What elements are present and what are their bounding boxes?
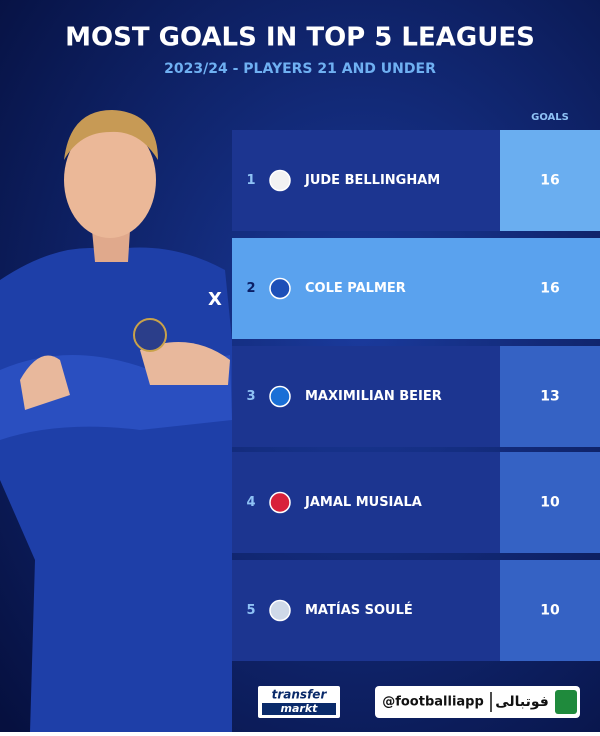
table: 1 JUDE BELLINGHAM 16 2 COLE PALMER 16 3 MAXIMIL… [232,130,600,661]
logo-bottom: markt [281,702,319,715]
column-header: GOALS [531,112,569,123]
transfermarkt-logo: transfer markt [258,686,340,718]
club-badge [269,599,291,622]
rank: 4 [246,495,255,510]
club-badge [269,491,291,514]
brand: فوتبالی [495,694,549,710]
goals-cell [500,560,600,661]
goals: 16 [540,281,559,297]
goals: 16 [540,173,559,189]
rank: 2 [246,281,255,296]
rank: 1 [246,173,255,188]
player-name: JUDE BELLINGHAM [304,173,440,188]
goals: 10 [540,603,560,619]
goals-cell [500,452,600,553]
player-name: MATÍAS SOULÉ [305,602,413,618]
rank: 3 [246,389,255,404]
player-name: MAXIMILIAN BEIER [305,389,442,404]
player-name: JAMAL MUSIALA [304,495,422,510]
club-badge [269,277,291,300]
goals-cell [500,238,600,339]
club-badge [269,385,291,408]
svg-text:X: X [208,289,222,310]
goals: 10 [540,495,560,511]
player-figure: X [0,110,232,732]
subtitle: 2023/24 - PLAYERS 21 AND UNDER [164,61,436,77]
goals: 13 [540,389,559,405]
social-handle: @footballiapp فوتبالی [375,686,580,718]
title: MOST GOALS IN TOP 5 LEAGUES [65,23,535,53]
rank: 5 [246,603,255,618]
player-name: COLE PALMER [305,281,406,296]
logo-top: transfer [272,688,328,702]
handle: @footballiapp [382,695,484,710]
goals-cell [500,346,600,447]
club-badge [269,169,291,192]
goals-cell [500,130,600,231]
